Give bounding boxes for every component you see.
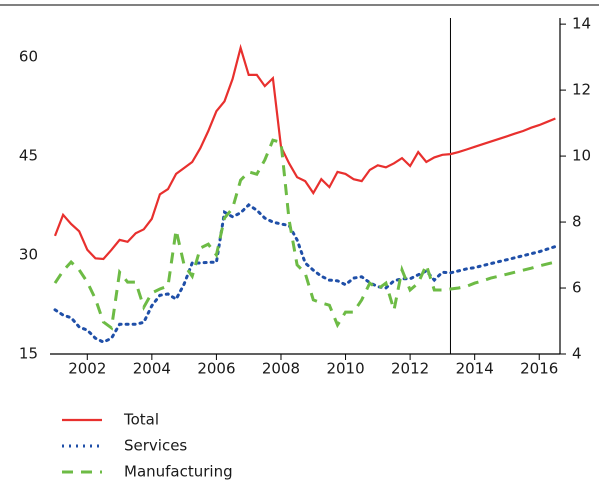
y2-tick-label: 12: [572, 81, 591, 99]
y2-tick-label: 10: [572, 147, 591, 165]
x-tick-label: 2002: [68, 360, 106, 378]
x-tick-label: 2004: [133, 360, 171, 378]
legend-label: Services: [124, 437, 187, 455]
x-tick-label: 2008: [262, 360, 300, 378]
y2-tick-label: 6: [572, 279, 582, 297]
y-tick-label: 60: [19, 48, 38, 66]
y2-tick-label: 4: [572, 345, 582, 363]
x-tick-label: 2014: [456, 360, 494, 378]
x-tick-label: 2016: [520, 360, 558, 378]
x-tick-label: 2006: [197, 360, 235, 378]
x-tick-label: 2012: [391, 360, 429, 378]
series-line: [53, 138, 556, 331]
y2-tick-label: 8: [572, 213, 582, 231]
y-tick-label: 15: [19, 345, 38, 363]
y-tick-label: 45: [19, 147, 38, 165]
y2-tick-label: 14: [572, 15, 591, 33]
y-tick-label: 30: [19, 246, 38, 264]
series-line: [53, 202, 557, 344]
legend-label: Manufacturing: [124, 463, 233, 481]
x-tick-label: 2010: [326, 360, 364, 378]
legend-label: Total: [123, 411, 159, 429]
series-line: [53, 43, 556, 261]
